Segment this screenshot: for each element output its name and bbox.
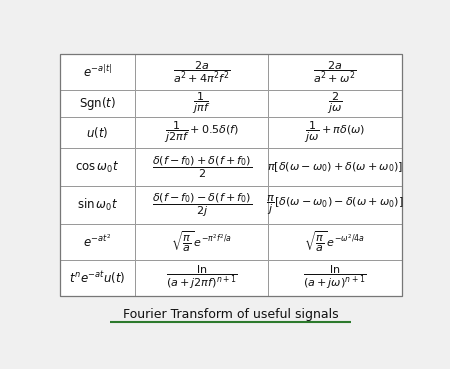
Bar — [268, 186, 401, 224]
Bar — [135, 117, 268, 148]
Text: $\dfrac{1}{j2\pi f}+0.5\delta(f)$: $\dfrac{1}{j2\pi f}+0.5\delta(f)$ — [164, 120, 239, 145]
Bar — [60, 260, 135, 296]
Bar — [268, 117, 401, 148]
Text: $\dfrac{\mathrm{ln}}{(a+j2\pi f)^{n+1}}$: $\dfrac{\mathrm{ln}}{(a+j2\pi f)^{n+1}}$ — [166, 264, 238, 292]
Bar — [268, 224, 401, 260]
Bar — [60, 54, 401, 296]
Bar — [60, 148, 135, 186]
Text: $\sin\omega_0 t$: $\sin\omega_0 t$ — [77, 197, 118, 213]
Bar — [135, 54, 268, 90]
Bar — [135, 90, 268, 117]
Bar — [60, 117, 135, 148]
Text: $\dfrac{1}{j\omega}+\pi\delta(\omega)$: $\dfrac{1}{j\omega}+\pi\delta(\omega)$ — [304, 120, 365, 145]
Text: $\dfrac{\delta(f-f_0)+\delta(f+f_0)}{2}$: $\dfrac{\delta(f-f_0)+\delta(f+f_0)}{2}$ — [152, 154, 252, 180]
Text: $\sqrt{\dfrac{\pi}{a}}\,e^{-\omega^2/4a}$: $\sqrt{\dfrac{\pi}{a}}\,e^{-\omega^2/4a}… — [304, 229, 365, 254]
Bar — [60, 90, 135, 117]
Bar — [135, 186, 268, 224]
Text: $u(t)$: $u(t)$ — [86, 125, 108, 140]
Text: $\pi\left[\delta(\omega-\omega_0)+\delta(\omega+\omega_0)\right]$: $\pi\left[\delta(\omega-\omega_0)+\delta… — [267, 160, 403, 174]
Bar — [135, 148, 268, 186]
Text: $\dfrac{2}{j\omega}$: $\dfrac{2}{j\omega}$ — [327, 91, 343, 116]
Text: $\cos\omega_0 t$: $\cos\omega_0 t$ — [75, 159, 119, 175]
Text: $\sqrt{\dfrac{\pi}{a}}\,e^{-\pi^2f^2/a}$: $\sqrt{\dfrac{\pi}{a}}\,e^{-\pi^2f^2/a}$ — [171, 229, 232, 254]
Bar — [60, 54, 135, 90]
Text: $\dfrac{\delta(f-f_0)-\delta(f+f_0)}{2j}$: $\dfrac{\delta(f-f_0)-\delta(f+f_0)}{2j}… — [152, 191, 252, 218]
Bar — [135, 224, 268, 260]
Text: $\dfrac{1}{j\pi f}$: $\dfrac{1}{j\pi f}$ — [193, 91, 211, 116]
Bar — [60, 224, 135, 260]
Text: $\mathrm{Sgn}(t)$: $\mathrm{Sgn}(t)$ — [79, 95, 116, 112]
Bar — [135, 260, 268, 296]
Text: $\dfrac{\mathrm{ln}}{(a+j\omega)^{n+1}}$: $\dfrac{\mathrm{ln}}{(a+j\omega)^{n+1}}$ — [303, 264, 367, 292]
Text: $\dfrac{2a}{a^2+4\pi^2f^2}$: $\dfrac{2a}{a^2+4\pi^2f^2}$ — [173, 60, 230, 85]
Text: $e^{-at^2}$: $e^{-at^2}$ — [83, 233, 112, 250]
Bar — [268, 148, 401, 186]
Bar — [268, 90, 401, 117]
Text: $e^{-a|t|}$: $e^{-a|t|}$ — [83, 64, 112, 80]
Bar — [268, 54, 401, 90]
Bar — [60, 186, 135, 224]
Text: $\dfrac{\pi}{j}\left[\delta(\omega-\omega_0)-\delta(\omega+\omega_0)\right]$: $\dfrac{\pi}{j}\left[\delta(\omega-\omeg… — [266, 193, 404, 217]
Bar — [268, 260, 401, 296]
Text: Fourier Transform of useful signals: Fourier Transform of useful signals — [123, 308, 338, 321]
Text: $\dfrac{2a}{a^2+\omega^2}$: $\dfrac{2a}{a^2+\omega^2}$ — [313, 60, 356, 85]
Text: $t^n e^{-at}u(t)$: $t^n e^{-at}u(t)$ — [69, 269, 126, 286]
